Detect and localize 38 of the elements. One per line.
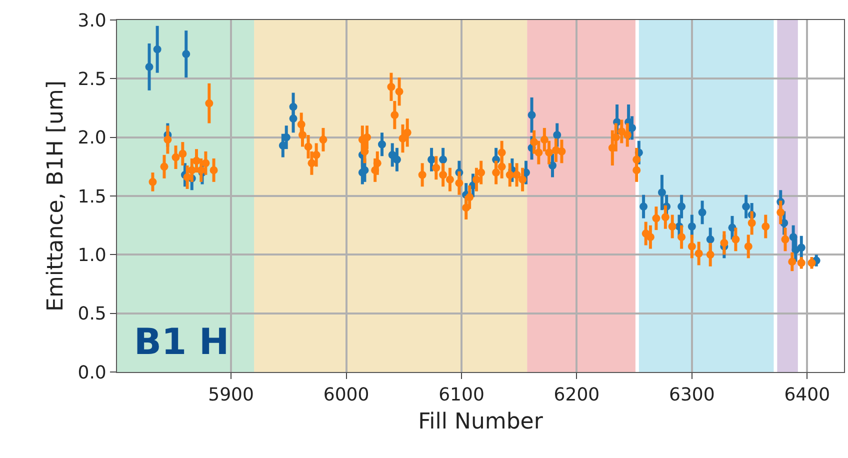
point [742,202,750,211]
point [698,208,706,216]
y-axis-title: Emittance, B1H [um] [44,80,69,312]
y-tick-label: 0.0 [78,362,106,384]
point [392,156,401,164]
point [548,161,557,170]
y-tick-label: 2.0 [78,128,106,149]
x-tick-label: 6200 [554,384,600,406]
point [706,235,714,244]
point [428,156,436,164]
x-tick-label: 6000 [323,384,370,406]
point [378,140,386,148]
y-tick-label: 0.5 [78,304,106,325]
point [439,156,448,164]
annotation: B1 H [134,322,230,363]
point [289,102,298,111]
point [640,202,648,211]
y-tick-label: 3.0 [78,10,106,32]
point [789,233,798,242]
point [289,114,298,123]
point [553,130,562,139]
x-tick-label: 6400 [784,384,830,406]
x-tick-label: 5900 [208,384,254,406]
y-tick-label: 1.0 [78,244,106,266]
point [528,111,536,120]
point [388,150,396,159]
point [688,222,696,231]
point [658,188,666,196]
x-tick-label: 6300 [669,384,715,406]
point [145,62,154,71]
point [182,50,190,58]
y-tick-label: 1.5 [78,186,106,208]
point [153,45,162,54]
x-axis-title: Fill Number [418,410,544,434]
y-tick-label: 2.5 [78,68,106,90]
point [678,202,686,211]
point [797,244,806,252]
x-tick-label: 6100 [438,384,484,406]
